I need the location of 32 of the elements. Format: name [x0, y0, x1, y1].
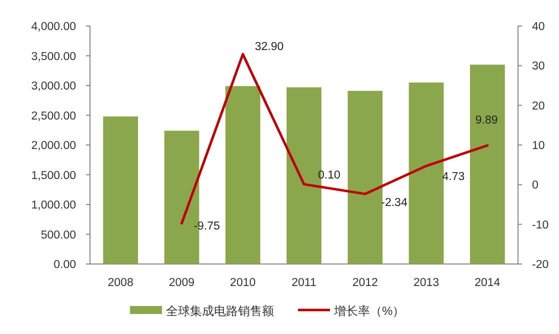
bar: [470, 64, 505, 264]
x-tick-label: 2011: [292, 277, 316, 289]
y2-tick-label: -20: [532, 259, 549, 271]
y2-tick-label: 20: [532, 100, 545, 112]
data-label: 9.89: [475, 114, 498, 126]
y2-tick-label: 10: [532, 140, 545, 152]
legend-label: 增长率（%）: [333, 304, 405, 318]
y-tick-label: 1,500.00: [31, 170, 76, 182]
x-tick-label: 2009: [168, 277, 195, 289]
y-tick-label: 500.00: [40, 229, 76, 242]
y2-tick-label: -10: [532, 219, 549, 232]
data-label: 32.90: [254, 41, 284, 54]
y-tick-label: 3,000.00: [31, 80, 76, 92]
x-tick-label: 2014: [474, 277, 501, 289]
legend-label: 全球集成电路销售额: [166, 304, 274, 318]
y-tick-label: 3,500.00: [31, 50, 76, 63]
y2-tick-label: 0: [532, 180, 538, 192]
bar: [348, 90, 383, 264]
y-tick-label: 2,000.00: [31, 140, 76, 152]
x-tick-label: 2010: [230, 277, 256, 289]
bar: [225, 86, 260, 264]
y2-tick-label: 30: [532, 60, 545, 73]
y-tick-label: 4,000.00: [31, 21, 76, 33]
y-tick-label: 2,500.00: [31, 110, 76, 122]
x-tick-label: 2012: [352, 277, 378, 289]
y-tick-label: 0.00: [54, 259, 76, 271]
bar: [408, 82, 444, 264]
x-tick-label: 2013: [413, 277, 440, 289]
y2-tick-label: 40: [532, 21, 545, 33]
bar: [103, 116, 138, 264]
x-tick-label: 2008: [108, 277, 134, 289]
y-tick-label: 1,000.00: [31, 200, 76, 212]
